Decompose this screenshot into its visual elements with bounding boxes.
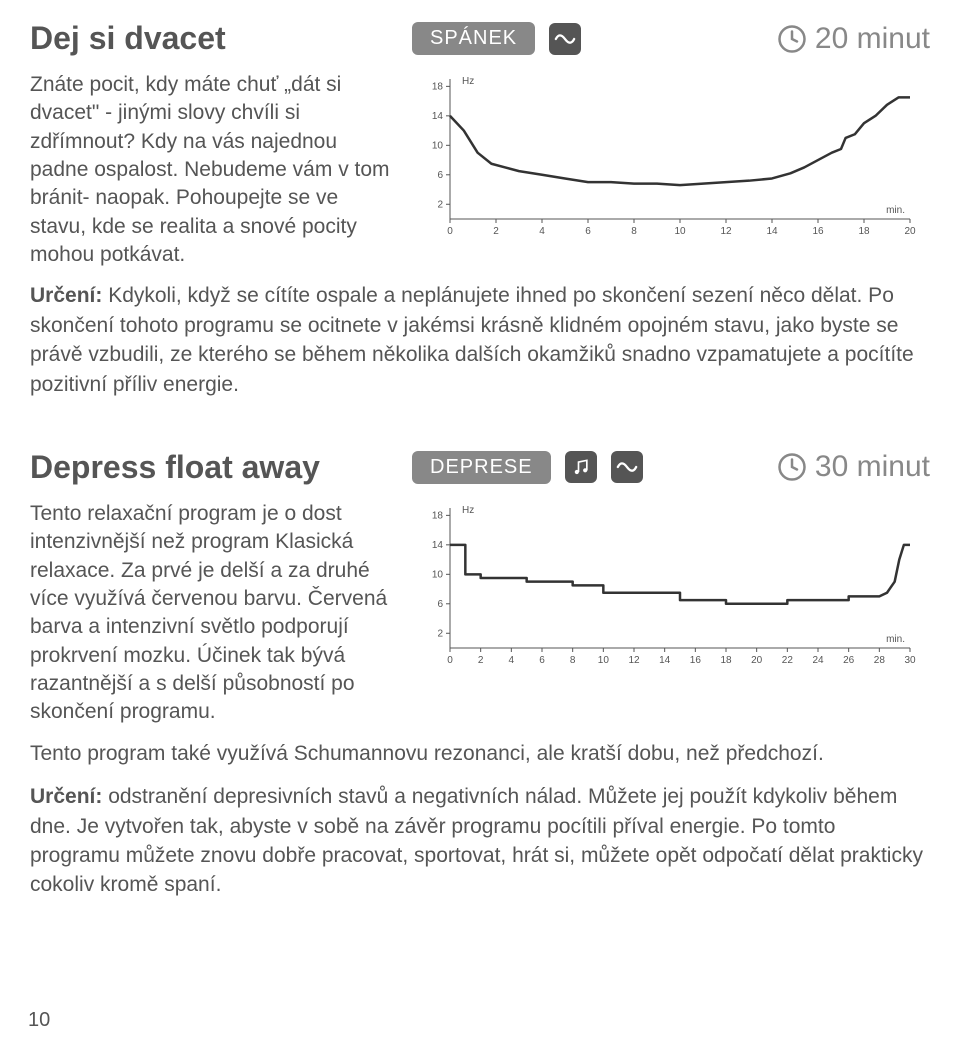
svg-text:14: 14 [432,111,444,122]
program-title: Dej si dvacet [30,20,400,57]
urceni-label: Určení: [30,785,102,808]
svg-text:2: 2 [493,226,499,237]
svg-text:12: 12 [720,226,732,237]
section-header: Depress float away DEPRESE 30 minut [30,449,930,486]
svg-text:6: 6 [437,599,443,610]
svg-text:18: 18 [720,655,732,666]
svg-text:8: 8 [631,226,637,237]
program-section-1: Dej si dvacet SPÁNEK 20 minut Znáte poci… [30,20,930,399]
svg-text:26: 26 [843,655,855,666]
svg-text:min.: min. [886,205,905,216]
svg-text:18: 18 [858,226,870,237]
section-header: Dej si dvacet SPÁNEK 20 minut [30,20,930,57]
content-row: Znáte pocit, kdy máte chuť „dát si dvace… [30,71,930,269]
svg-text:16: 16 [690,655,702,666]
content-row: Tento relaxační program je o dost intenz… [30,500,930,727]
svg-text:2: 2 [437,628,443,639]
svg-text:6: 6 [437,170,443,181]
intro-after: Tento program také využívá Schumannovu r… [30,739,930,768]
svg-text:6: 6 [539,655,545,666]
svg-text:6: 6 [585,226,591,237]
duration-text: 20 minut [815,22,930,56]
intro-paragraph: Znáte pocit, kdy máte chuť „dát si dvace… [30,71,400,269]
urceni-text: Kdykoli, když se cítíte ospale a neplánu… [30,284,914,395]
svg-text:14: 14 [432,540,444,551]
svg-text:4: 4 [539,226,545,237]
svg-text:0: 0 [447,655,453,666]
page-number: 10 [28,1009,50,1032]
svg-text:2: 2 [478,655,484,666]
program-title: Depress float away [30,449,400,486]
wave-icon [611,451,643,483]
urceni-paragraph: Určení: odstranění depresivních stavů a … [30,782,930,900]
svg-text:8: 8 [570,655,576,666]
svg-text:12: 12 [628,655,640,666]
music-icon [565,451,597,483]
svg-text:Hz: Hz [462,505,474,516]
svg-text:30: 30 [904,655,916,666]
svg-text:2: 2 [437,199,443,210]
svg-text:22: 22 [782,655,794,666]
chart-svg: 1814106202468101214161820Hzmin. [420,71,920,241]
urceni-paragraph: Určení: Kdykoli, když se cítíte ospale a… [30,281,930,399]
svg-text:20: 20 [904,226,916,237]
urceni-label: Určení: [30,284,102,307]
svg-text:20: 20 [751,655,763,666]
duration-label: 20 minut [777,22,930,56]
category-badge: DEPRESE [412,451,551,484]
clock-icon [777,24,807,54]
duration-label: 30 minut [777,450,930,484]
svg-text:10: 10 [432,140,444,151]
chart-svg: 18141062024681012141618202224262830Hzmin… [420,500,920,670]
svg-text:18: 18 [432,81,444,92]
svg-text:14: 14 [766,226,778,237]
svg-text:10: 10 [598,655,610,666]
svg-text:18: 18 [432,510,444,521]
svg-text:4: 4 [509,655,515,666]
svg-text:16: 16 [812,226,824,237]
frequency-chart: 18141062024681012141618202224262830Hzmin… [420,500,930,727]
program-section-2: Depress float away DEPRESE 30 minut Tent… [30,449,930,900]
intro-paragraph: Tento relaxační program je o dost intenz… [30,500,400,727]
category-badge: SPÁNEK [412,22,535,55]
duration-text: 30 minut [815,450,930,484]
svg-text:24: 24 [812,655,824,666]
svg-text:min.: min. [886,634,905,645]
wave-icon [549,23,581,55]
svg-text:28: 28 [874,655,886,666]
svg-text:Hz: Hz [462,76,474,87]
svg-text:10: 10 [432,569,444,580]
svg-text:0: 0 [447,226,453,237]
svg-text:10: 10 [674,226,686,237]
svg-text:14: 14 [659,655,671,666]
frequency-chart: 1814106202468101214161820Hzmin. [420,71,930,269]
clock-icon [777,452,807,482]
urceni-text: odstranění depresivních stavů a negativn… [30,785,923,896]
